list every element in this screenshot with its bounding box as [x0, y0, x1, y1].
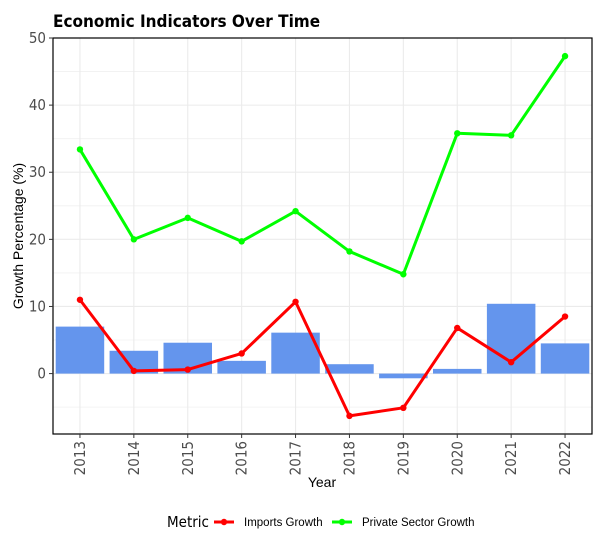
bar	[540, 343, 590, 374]
series-point	[184, 214, 191, 222]
series-points	[76, 52, 569, 420]
y-tick-label: 30	[29, 163, 46, 181]
y-axis-ticks: 0 10 20 30 40 50	[29, 29, 53, 383]
legend: Metric Imports Growth Private Sector Growt…	[167, 513, 474, 531]
y-tick-label: 0	[37, 365, 46, 383]
series-line	[78, 55, 567, 276]
bar	[325, 364, 374, 374]
bar	[379, 373, 428, 379]
x-tick-label: 2016	[233, 441, 251, 475]
y-tick-label: 10	[29, 297, 46, 315]
series-point	[507, 358, 515, 366]
x-axis-title: Year	[308, 474, 337, 490]
x-tick-label: 2022	[556, 441, 574, 475]
x-tick-label: 2014	[125, 441, 143, 475]
x-tick-label: 2018	[340, 441, 358, 475]
series-point	[400, 404, 407, 412]
bar	[432, 368, 482, 374]
legend-title: Metric	[167, 513, 209, 531]
bars	[55, 303, 590, 379]
x-tick-label: 2020	[448, 441, 466, 475]
series-point	[130, 367, 138, 375]
series-line	[78, 298, 567, 418]
legend-label: Imports Growth	[244, 517, 323, 529]
series-point	[454, 130, 461, 137]
series-point	[76, 146, 84, 153]
series-point	[400, 271, 407, 278]
x-tick-label: 2017	[287, 441, 305, 475]
y-tick-label: 20	[29, 230, 46, 248]
x-tick-label: 2013	[71, 441, 89, 475]
series-point	[454, 324, 461, 332]
legend-label: Private Sector Growth	[362, 517, 474, 529]
series-point	[292, 298, 299, 305]
series-point	[292, 207, 299, 215]
plot-border	[52, 37, 593, 435]
series-point	[130, 236, 138, 243]
x-tick-label: 2019	[394, 441, 412, 475]
legend-key-point	[338, 518, 346, 526]
x-tick-label: 2015	[179, 441, 197, 475]
bar	[55, 326, 105, 374]
series-point	[346, 412, 353, 420]
legend-key-point	[220, 518, 228, 526]
series-lines	[78, 55, 567, 418]
chart-title: Economic Indicators Over Time	[53, 12, 320, 32]
series-point	[184, 366, 191, 373]
x-axis-ticks: 2013 2014 2015 2016 2017 2018 2019 2020 2021 2022	[71, 434, 574, 475]
series-point	[507, 132, 515, 139]
bar	[217, 360, 266, 374]
series-point	[238, 238, 245, 245]
series-point	[76, 296, 84, 303]
series-point	[561, 52, 569, 60]
y-tick-label: 50	[29, 29, 46, 47]
series-point	[238, 350, 245, 357]
x-tick-label: 2021	[502, 441, 520, 475]
y-tick-label: 40	[29, 96, 46, 114]
series-point	[346, 248, 353, 255]
series-point	[561, 313, 569, 320]
y-axis-title: Growth Percentage (%)	[10, 163, 26, 309]
grid	[53, 37, 592, 434]
